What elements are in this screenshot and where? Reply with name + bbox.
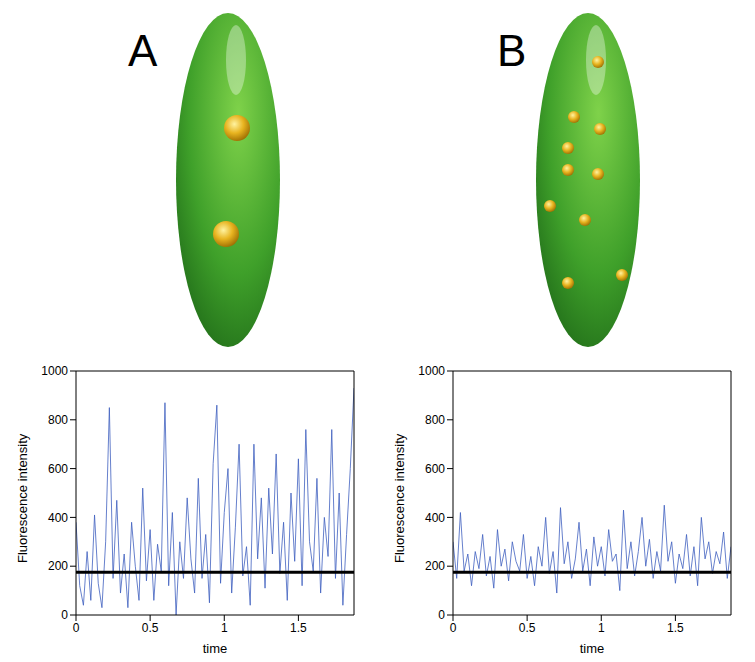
- svg-text:1000: 1000: [41, 364, 68, 378]
- svg-text:B: B: [497, 26, 526, 75]
- svg-text:1: 1: [598, 621, 605, 635]
- svg-text:1.5: 1.5: [290, 621, 307, 635]
- svg-text:0: 0: [61, 608, 68, 622]
- svg-text:time: time: [580, 641, 605, 656]
- svg-text:A: A: [128, 26, 158, 75]
- svg-text:200: 200: [48, 559, 68, 573]
- svg-text:800: 800: [48, 413, 68, 427]
- svg-text:time: time: [203, 641, 228, 656]
- svg-text:800: 800: [425, 413, 445, 427]
- svg-text:0.5: 0.5: [142, 621, 159, 635]
- svg-text:0.5: 0.5: [519, 621, 536, 635]
- svg-text:400: 400: [48, 511, 68, 525]
- svg-text:0: 0: [73, 621, 80, 635]
- svg-text:Fluorescence intensity: Fluorescence intensity: [392, 433, 407, 563]
- svg-text:400: 400: [425, 511, 445, 525]
- svg-text:Fluorescence intensity: Fluorescence intensity: [15, 433, 30, 563]
- svg-text:600: 600: [425, 462, 445, 476]
- svg-text:0: 0: [450, 621, 457, 635]
- svg-text:1.5: 1.5: [667, 621, 684, 635]
- svg-text:200: 200: [425, 559, 445, 573]
- svg-text:600: 600: [48, 462, 68, 476]
- svg-text:0: 0: [438, 608, 445, 622]
- svg-text:1: 1: [221, 621, 228, 635]
- svg-text:1000: 1000: [418, 364, 445, 378]
